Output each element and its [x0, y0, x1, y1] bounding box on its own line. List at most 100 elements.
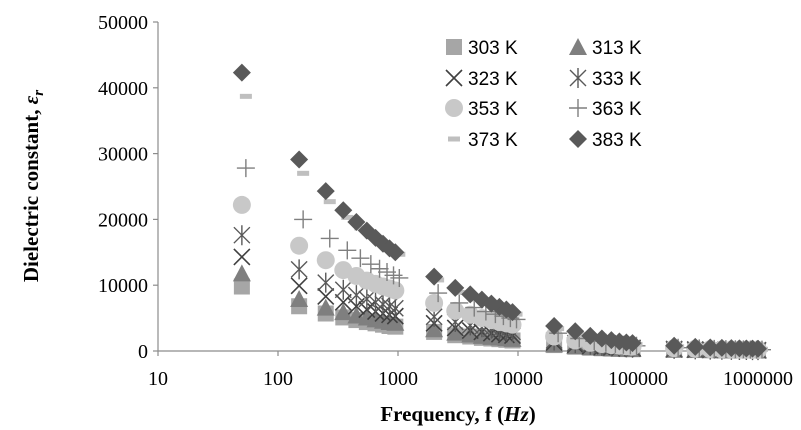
data-point	[334, 303, 353, 321]
y-axis-title: Dielectric constant, εr	[19, 90, 47, 282]
data-point	[446, 301, 465, 320]
legend-marker	[448, 136, 460, 142]
legend-item: 313 K	[569, 38, 642, 59]
x-tick-label: 100	[263, 368, 293, 390]
data-point	[334, 279, 352, 300]
data-point	[386, 298, 404, 319]
legend: 303 K 313 K 323 K 333 K 353 K 363 K 373 K 383 K	[445, 38, 642, 151]
legend-marker	[446, 39, 462, 55]
data-point	[323, 199, 336, 205]
data-point	[386, 281, 405, 300]
y-tick-label: 30000	[98, 144, 148, 166]
data-point	[347, 213, 366, 232]
legend-marker	[569, 130, 587, 148]
data-point	[236, 159, 255, 178]
data-point	[316, 298, 335, 316]
data-point	[232, 63, 251, 82]
legend-label: 313 K	[592, 38, 642, 59]
data-point	[386, 313, 405, 331]
data-point	[367, 292, 385, 313]
data-point	[294, 210, 313, 229]
axes	[157, 22, 758, 352]
y-tick-labels: 0 10000 20000 30000 40000 50000	[98, 12, 158, 363]
data-point	[465, 298, 484, 317]
data-points	[232, 63, 771, 361]
data-point	[749, 339, 767, 358]
data-point	[545, 316, 564, 335]
data-point	[316, 182, 335, 201]
data-point	[233, 278, 250, 295]
legend-label: 373 K	[468, 130, 518, 151]
legend-item: 383 K	[569, 130, 642, 151]
data-point	[686, 337, 705, 356]
y-tick-label: 0	[138, 341, 148, 363]
data-point	[425, 293, 444, 312]
y-tick-label: 40000	[98, 78, 148, 100]
data-point	[290, 150, 309, 169]
data-point	[316, 251, 335, 270]
series-333-k	[233, 225, 767, 361]
x-tick-label: 10000	[493, 368, 543, 390]
data-point	[341, 214, 354, 220]
series-383-k	[232, 63, 767, 358]
data-point	[374, 294, 392, 315]
data-point	[712, 338, 731, 357]
data-point	[429, 284, 448, 303]
legend-item: 303 K	[446, 38, 518, 59]
data-point	[334, 293, 352, 311]
data-point	[338, 241, 357, 260]
legend-label: 303 K	[468, 38, 518, 59]
data-point	[361, 255, 380, 274]
data-point	[701, 338, 720, 357]
legend-item: 323 K	[445, 69, 518, 90]
x-tick-labels: 10 100 1000 10000 100000 1000000	[148, 351, 793, 390]
data-point	[450, 293, 469, 312]
data-point	[317, 272, 335, 293]
data-point	[233, 225, 251, 246]
x-tick-label: 10	[148, 368, 168, 390]
data-point	[370, 259, 389, 278]
data-point	[297, 170, 310, 176]
legend-label: 363 K	[592, 99, 642, 120]
legend-item: 373 K	[448, 130, 518, 151]
y-tick-label: 20000	[98, 209, 148, 231]
data-point	[290, 277, 308, 295]
data-point	[320, 229, 339, 248]
data-point	[665, 336, 684, 355]
legend-marker	[445, 99, 463, 117]
data-point	[623, 334, 642, 353]
legend-item: 353 K	[445, 99, 518, 120]
data-point	[347, 306, 366, 324]
data-point	[446, 278, 465, 297]
data-point	[351, 249, 370, 268]
y-tick-label: 50000	[98, 12, 148, 34]
data-point	[290, 236, 309, 255]
data-point	[239, 93, 252, 99]
data-point	[386, 243, 405, 262]
data-point	[232, 195, 251, 214]
data-point	[390, 268, 409, 287]
data-point	[354, 225, 367, 231]
legend-label: 323 K	[468, 69, 518, 90]
data-point	[317, 287, 335, 305]
data-point	[503, 303, 522, 322]
x-tick-label: 100000	[608, 368, 668, 390]
legend-label: 333 K	[592, 69, 642, 90]
legend-item: 363 K	[569, 99, 642, 120]
data-point	[425, 267, 444, 286]
x-tick-label: 1000000	[723, 368, 793, 390]
data-point	[334, 201, 353, 220]
legend-label: 353 K	[468, 99, 518, 120]
legend-marker	[569, 99, 587, 117]
data-point	[446, 323, 465, 341]
legend-label: 383 K	[592, 130, 642, 151]
data-point	[290, 290, 309, 308]
y-tick-label: 10000	[98, 275, 148, 297]
legend-marker	[445, 69, 463, 87]
data-point	[347, 285, 365, 306]
x-axis-title: Frequency, f (Hz)	[380, 402, 535, 426]
data-point	[233, 248, 251, 266]
legend-marker	[569, 68, 587, 88]
legend-item: 333 K	[569, 68, 642, 90]
